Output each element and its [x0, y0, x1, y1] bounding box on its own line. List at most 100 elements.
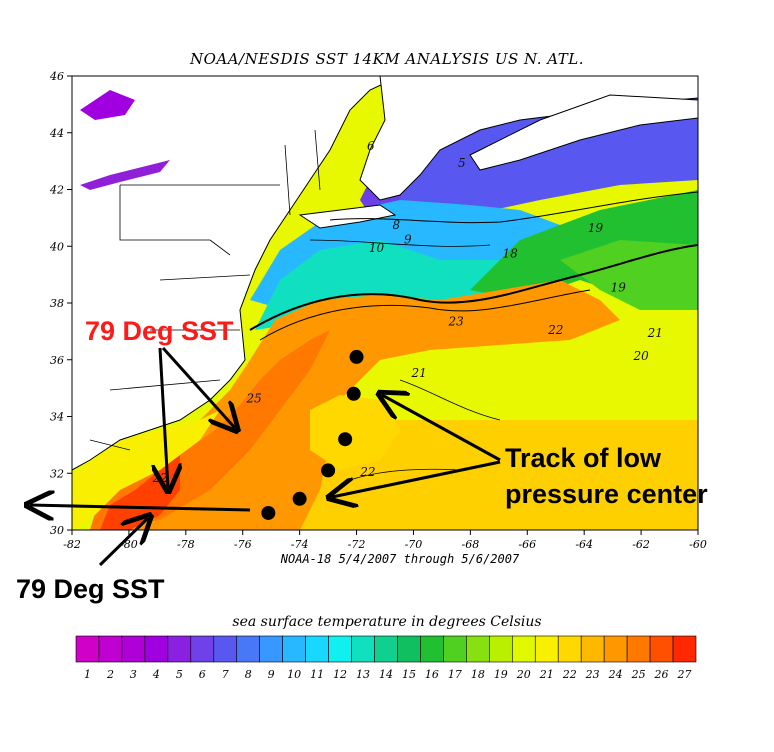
contour-label: 22	[359, 465, 375, 479]
annotation-arrows	[30, 346, 501, 567]
colorbar-swatch	[374, 635, 398, 663]
track-point	[292, 491, 307, 506]
x-tick-label: -66	[518, 538, 536, 551]
y-tick-label: 42	[49, 184, 64, 197]
contour-label: 9	[404, 232, 412, 246]
contour-label: 22	[547, 323, 563, 337]
colorbar-label: 7	[222, 668, 229, 681]
contour-label: 21	[647, 326, 663, 340]
colorbar-swatch	[190, 635, 215, 663]
colorbar-label: 21	[539, 668, 554, 681]
colorbar-swatch	[121, 635, 146, 663]
colorbar-swatch	[144, 635, 169, 663]
colorbar-swatch	[167, 635, 192, 663]
colorbar-label: 23	[585, 668, 600, 681]
colorbar-swatch	[420, 635, 444, 663]
track-points	[261, 349, 364, 520]
black-79-deg-label: 79 Deg SST	[16, 574, 165, 604]
y-tick-label: 30	[50, 524, 64, 537]
contour-label: 25	[245, 391, 261, 405]
red-79-deg-label: 79 Deg SST	[85, 316, 234, 346]
colorbar-label: 22	[562, 668, 577, 681]
colorbar-label: 4	[152, 668, 160, 681]
contour-label: 8	[393, 218, 401, 232]
colorbar-swatch	[466, 635, 490, 663]
contour-label: 20	[632, 349, 649, 363]
colorbar-label: 24	[608, 668, 623, 681]
track-label-line1: Track of low	[505, 443, 662, 473]
colorbar-label: 1	[84, 668, 91, 681]
track-point	[338, 432, 353, 447]
contour-label: 19	[611, 281, 627, 295]
colorbar-label: 5	[176, 668, 183, 681]
colorbar-label: 14	[379, 668, 393, 681]
colorbar-label: 15	[402, 668, 416, 681]
black-label-arrow	[98, 518, 148, 567]
x-tick-label: -76	[234, 538, 252, 551]
colorbar-swatch	[305, 635, 329, 663]
colorbar-swatch	[75, 635, 100, 663]
contour-label: 22	[152, 471, 168, 485]
y-tick-label: 46	[49, 70, 64, 83]
contour-label: 18	[503, 247, 519, 261]
colorbar-swatch	[672, 635, 697, 663]
contour-label: 6	[367, 139, 375, 153]
colorbar-swatch	[351, 635, 375, 663]
x-axis: -82 -80 -78 -76 -74 -72 -70 -68 -66 -64 -62 -60	[63, 530, 707, 551]
colorbar-swatch	[328, 635, 352, 663]
colorbar-swatch	[580, 635, 605, 663]
colorbar-label: 8	[245, 668, 252, 681]
track-point	[346, 386, 361, 401]
x-tick-label: -78	[177, 538, 195, 551]
contour-label: 10	[369, 241, 385, 255]
colorbar-label: 17	[448, 668, 462, 681]
x-tick-label: -74	[291, 538, 309, 551]
y-tick-label: 44	[49, 127, 64, 140]
colorbar: 1 2 3 4 5 6 7 8 9 10 11 12 13 14 15 16 17 18 19 20 21 22 23 24 2…	[75, 635, 697, 681]
colorbar-label: 11	[310, 668, 324, 681]
contour-label: 23	[447, 315, 464, 329]
colorbar-swatch	[282, 635, 306, 663]
colorbar-swatch	[397, 635, 421, 663]
colorbar-swatch	[603, 635, 628, 663]
colorbar-label: 2	[106, 668, 114, 681]
track-label: Track of low pressure center	[505, 440, 708, 512]
colorbar-swatch	[236, 635, 261, 663]
colorbar-label: 9	[268, 668, 275, 681]
colorbar-label: 16	[425, 668, 439, 681]
colorbar-label: 26	[654, 668, 669, 681]
date-range: NOAA-18 5/4/2007 through 5/6/2007	[280, 552, 520, 566]
colorbar-swatch	[626, 635, 651, 663]
colorbar-label: 3	[130, 668, 137, 681]
colorbar-swatch	[489, 635, 513, 663]
contour-label: 21	[411, 366, 427, 380]
colorbar-swatch	[443, 635, 467, 663]
colorbar-swatch	[534, 635, 559, 663]
colorbar-label: 27	[677, 668, 692, 681]
y-axis: 30 32 34 36 38 40 42 44 46	[49, 70, 72, 537]
y-tick-label: 40	[49, 240, 64, 253]
red-label-arrow-south	[160, 347, 168, 488]
colorbar-title: sea surface temperature in degrees Celsi…	[232, 614, 542, 630]
x-tick-label: -82	[63, 538, 81, 551]
colorbar-swatch	[213, 635, 238, 663]
x-tick-label: -70	[405, 538, 423, 551]
colorbar-label: 25	[631, 668, 646, 681]
colorbar-label: 10	[287, 668, 301, 681]
track-path-arrow	[30, 505, 251, 510]
y-tick-label: 36	[50, 354, 64, 367]
colorbar-label: 13	[356, 668, 370, 681]
x-tick-label: -68	[462, 538, 480, 551]
colorbar-label: 6	[199, 668, 206, 681]
y-tick-label: 38	[50, 297, 64, 310]
colorbar-swatch	[557, 635, 582, 663]
contour-label: 19	[588, 221, 604, 235]
colorbar-swatch	[649, 635, 674, 663]
colorbar-swatch	[511, 635, 536, 663]
colorbar-label: 18	[471, 668, 485, 681]
track-point	[349, 349, 364, 364]
x-tick-label: -64	[575, 538, 593, 551]
colorbar-label: 19	[494, 668, 508, 681]
